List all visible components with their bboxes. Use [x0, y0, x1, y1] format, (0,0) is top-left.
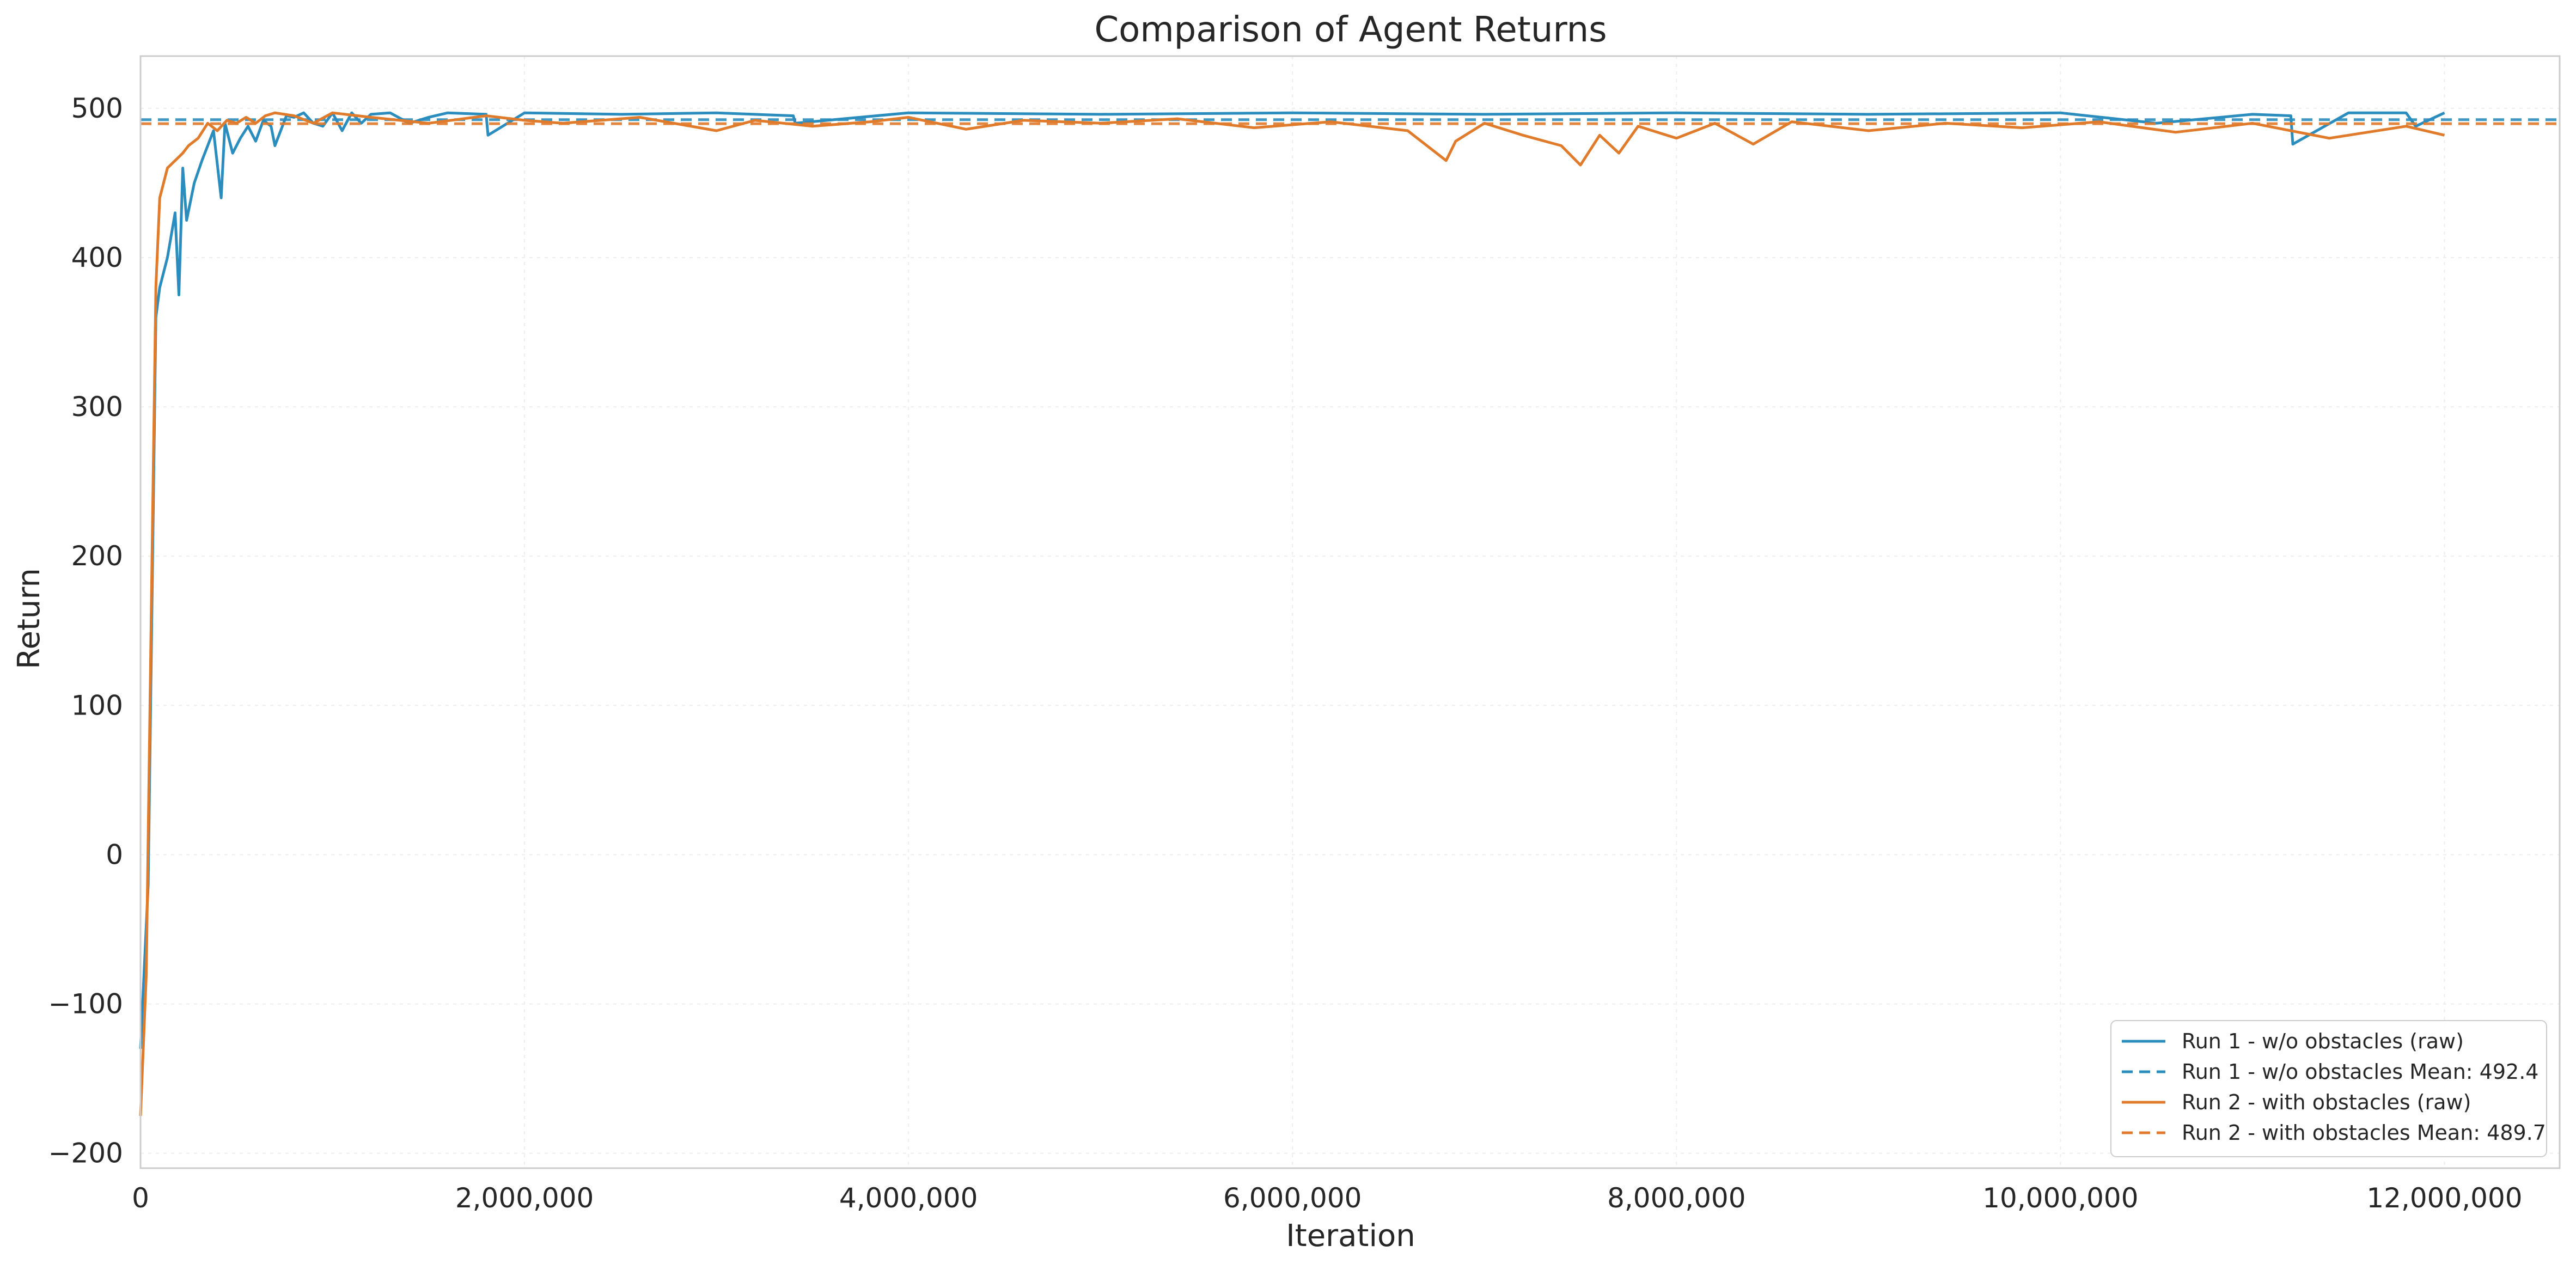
- x-tick-label: 4,000,000: [839, 1182, 978, 1214]
- x-tick-label: 12,000,000: [2366, 1182, 2522, 1214]
- legend-box: [2110, 1020, 2547, 1157]
- y-tick-label: 400: [71, 242, 123, 273]
- x-tick-label: 6,000,000: [1223, 1182, 1362, 1214]
- series-line-2: [139, 111, 2445, 1116]
- legend-label: Run 2 - with obstacles (raw): [2182, 1090, 2471, 1114]
- y-axis-title: Return: [11, 568, 47, 669]
- legend-label: Run 1 - w/o obstacles (raw): [2182, 1029, 2464, 1053]
- plot-series: [139, 111, 2560, 1116]
- x-tick-label: 8,000,000: [1607, 1182, 1745, 1214]
- legend-label: Run 2 - with obstacles Mean: 489.7: [2182, 1121, 2546, 1145]
- x-tick-label: 10,000,000: [1982, 1182, 2138, 1214]
- legend-label: Run 1 - w/o obstacles Mean: 492.4: [2182, 1060, 2538, 1084]
- y-tick-label: −100: [48, 988, 123, 1019]
- y-tick-label: 0: [106, 839, 123, 870]
- x-tick-label: 0: [132, 1182, 149, 1214]
- y-tick-label: 300: [71, 391, 123, 423]
- x-axis-title: Iteration: [1286, 1218, 1415, 1254]
- y-tick-label: 100: [71, 689, 123, 721]
- plot-frame: [139, 55, 2561, 1169]
- y-tick-label: 500: [71, 93, 123, 124]
- legend: Run 1 - w/o obstacles (raw) Run 1 - w/o o…: [2110, 1020, 2547, 1157]
- series-line-0: [139, 111, 2445, 1049]
- tick-labels: 0 2,000,000 4,000,000 6,000,000 8,000,000 10,…: [48, 93, 2523, 1214]
- y-tick-label: −200: [48, 1138, 123, 1169]
- x-tick-label: 2,000,000: [455, 1182, 594, 1214]
- y-tick-label: 200: [71, 540, 123, 572]
- chart-title: Comparison of Agent Returns: [1094, 10, 1607, 50]
